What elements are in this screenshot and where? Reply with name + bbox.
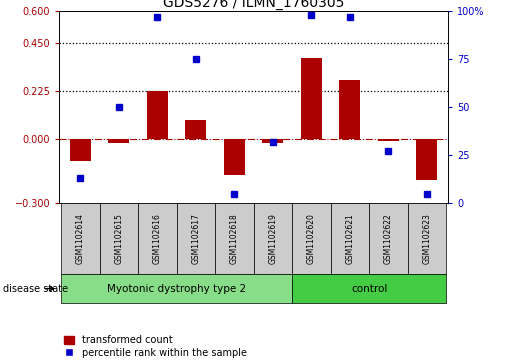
Bar: [262, 139, 283, 143]
Text: GSM1102619: GSM1102619: [268, 213, 278, 264]
Title: GDS5276 / ILMN_1760305: GDS5276 / ILMN_1760305: [163, 0, 345, 10]
Text: GSM1102622: GSM1102622: [384, 213, 393, 264]
Bar: [369, 203, 408, 274]
Text: GSM1102614: GSM1102614: [76, 213, 85, 264]
Text: GSM1102616: GSM1102616: [153, 213, 162, 264]
Legend: transformed count, percentile rank within the sample: transformed count, percentile rank withi…: [64, 335, 247, 358]
Bar: [331, 203, 369, 274]
Bar: [177, 203, 215, 274]
Bar: [138, 203, 177, 274]
Text: GSM1102618: GSM1102618: [230, 213, 239, 264]
Bar: [61, 203, 99, 274]
Bar: [339, 80, 360, 139]
Text: control: control: [351, 284, 387, 294]
Bar: [215, 203, 253, 274]
Bar: [61, 274, 292, 303]
Bar: [416, 139, 437, 180]
Bar: [147, 91, 168, 139]
Text: GSM1102623: GSM1102623: [422, 213, 432, 264]
Bar: [224, 139, 245, 175]
Bar: [292, 203, 331, 274]
Text: GSM1102621: GSM1102621: [346, 213, 354, 264]
Bar: [378, 139, 399, 141]
Bar: [292, 274, 446, 303]
Text: disease state: disease state: [3, 284, 67, 294]
Bar: [301, 58, 322, 139]
Text: GSM1102617: GSM1102617: [192, 213, 200, 264]
Text: GSM1102615: GSM1102615: [114, 213, 124, 264]
Bar: [70, 139, 91, 160]
Text: GSM1102620: GSM1102620: [307, 213, 316, 264]
Bar: [253, 203, 292, 274]
Bar: [99, 203, 138, 274]
Text: Myotonic dystrophy type 2: Myotonic dystrophy type 2: [107, 284, 246, 294]
Bar: [185, 120, 207, 139]
Bar: [108, 139, 129, 143]
Bar: [408, 203, 446, 274]
